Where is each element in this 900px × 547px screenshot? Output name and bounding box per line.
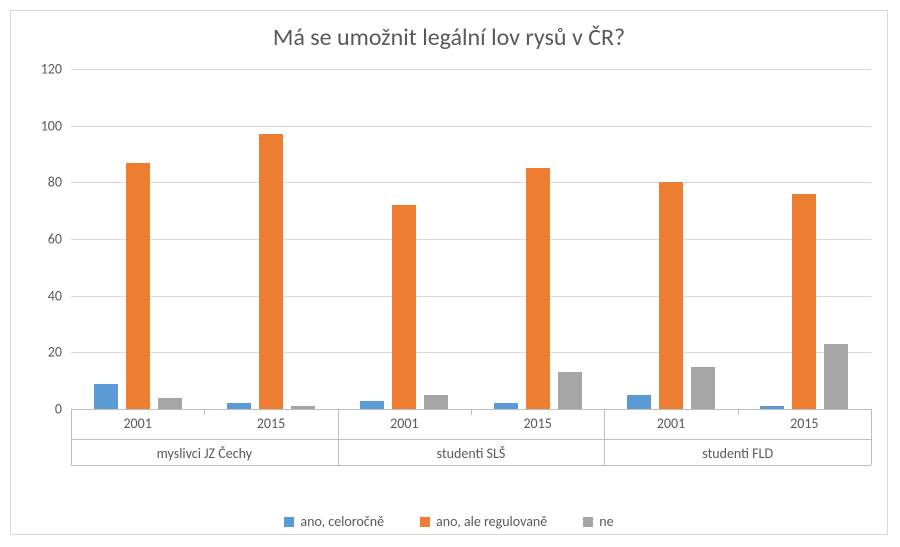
y-tick-label: 20 (22, 344, 62, 361)
bar (494, 403, 518, 409)
gridline (71, 296, 871, 297)
x-year-label: 2001 (606, 415, 736, 432)
plot-area (71, 69, 871, 410)
group-separator (871, 439, 872, 465)
y-tick-label: 60 (22, 231, 62, 248)
bar (291, 406, 315, 409)
legend-label: ano, ale regulovaně (436, 513, 547, 530)
gridline (71, 239, 871, 240)
bar (158, 398, 182, 409)
group-separator (338, 439, 339, 465)
x-year-label: 2001 (73, 415, 203, 432)
legend-item: ne (583, 512, 613, 530)
y-tick-label: 40 (22, 287, 62, 304)
x-axis-group-line (71, 439, 871, 440)
group-separator (71, 439, 72, 465)
legend-swatch (284, 517, 294, 527)
chart-title: Má se umožnit legální lov rysů v ČR? (11, 23, 887, 52)
bar (659, 182, 683, 409)
y-tick-label: 80 (22, 174, 62, 191)
x-axis-group-line (71, 465, 871, 466)
x-group-label: myslivci JZ Čechy (71, 443, 338, 465)
legend-label: ne (599, 513, 613, 530)
bar (259, 134, 283, 409)
legend-item: ano, ale regulovaně (420, 512, 547, 530)
bar (94, 384, 118, 410)
x-group-label: studenti SLŠ (338, 443, 605, 465)
x-year-label: 2015 (206, 415, 336, 432)
x-year-label: 2015 (739, 415, 869, 432)
x-group-label: studenti FLD (604, 443, 871, 465)
bar (526, 168, 550, 409)
gridline (71, 126, 871, 127)
bar (792, 194, 816, 409)
legend-swatch (420, 517, 430, 527)
x-year-label: 2001 (339, 415, 469, 432)
legend-label: ano, celoročně (300, 513, 384, 530)
chart-frame: Má se umožnit legální lov rysů v ČR? ano… (10, 10, 888, 535)
bar (558, 372, 582, 409)
gridline (71, 69, 871, 70)
bar (392, 205, 416, 409)
y-tick-label: 0 (22, 401, 62, 418)
bar (627, 395, 651, 409)
bar (691, 367, 715, 410)
gridline (71, 352, 871, 353)
bar (360, 401, 384, 410)
bar (126, 163, 150, 410)
legend-swatch (583, 517, 593, 527)
bar (424, 395, 448, 409)
legend-item: ano, celoročně (284, 512, 384, 530)
bar (760, 406, 784, 409)
y-tick-label: 100 (22, 117, 62, 134)
bar (824, 344, 848, 409)
y-tick-label: 120 (22, 61, 62, 78)
gridline (71, 182, 871, 183)
bar (227, 403, 251, 409)
legend: ano, celoročně ano, ale regulovaně ne (11, 512, 887, 530)
x-year-label: 2015 (473, 415, 603, 432)
group-separator (604, 439, 605, 465)
